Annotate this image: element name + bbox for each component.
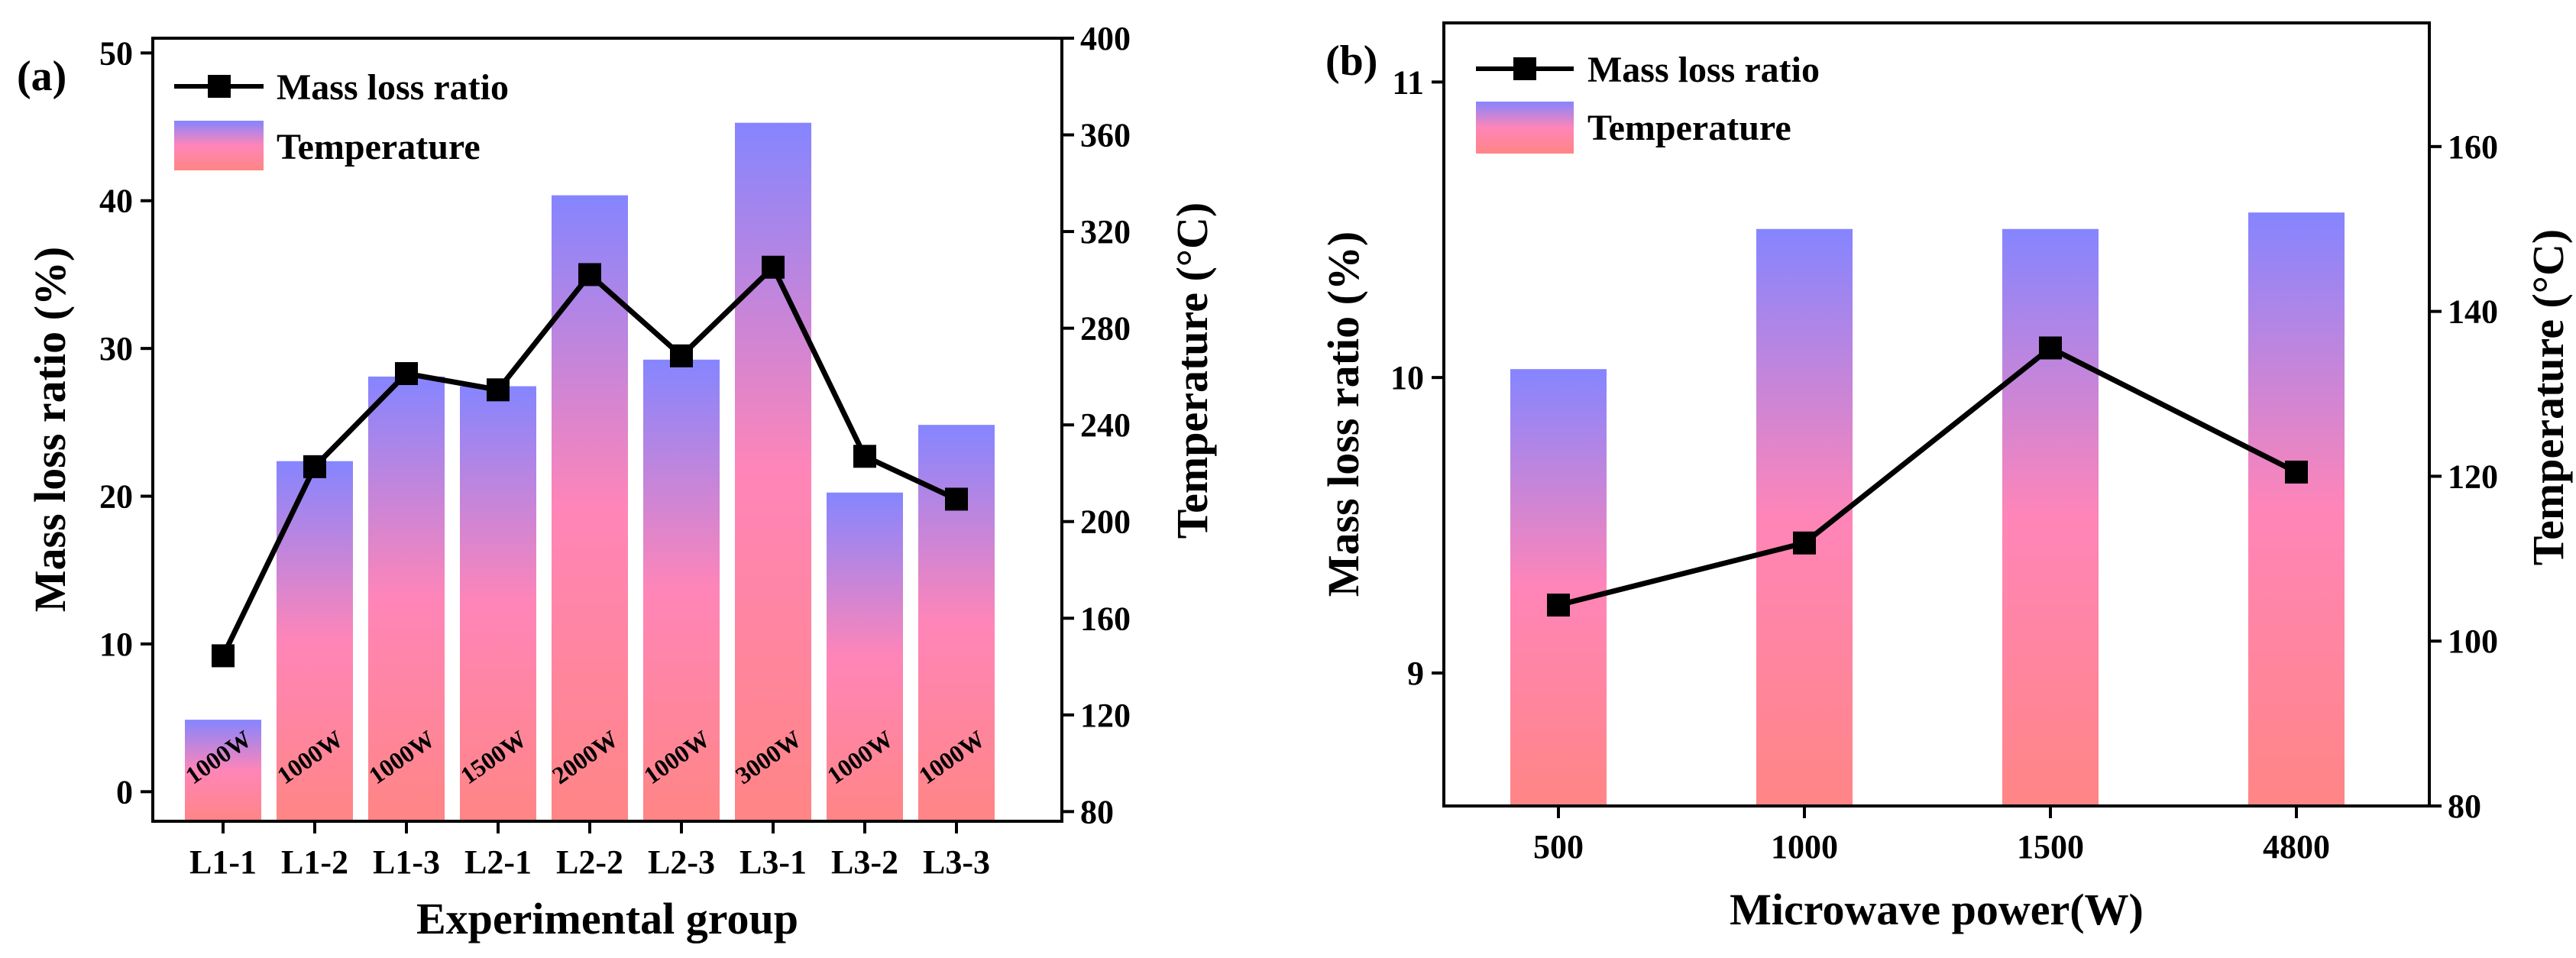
- panel-a-legend-marker: [208, 75, 231, 98]
- panel-b-legend: Mass loss ratio Temperature: [1476, 50, 1820, 154]
- x-tick-label: L3-1: [739, 843, 807, 881]
- right-tick-label: 120: [1080, 697, 1131, 734]
- panel-b-bars: [1510, 212, 2345, 807]
- panel-a-bars: [185, 122, 995, 822]
- panel-a-x-axis: L1-1 L1-2 L1-3 L2-1 L2-2 L2-3 L3-1 L3-2 L3-3: [189, 821, 990, 881]
- x-tick-label: L1-2: [281, 843, 348, 881]
- left-tick-label: 0: [116, 773, 133, 811]
- panel-a-label: (a): [17, 53, 66, 100]
- panel-a-right-axis-title: Temperature (°C): [1167, 202, 1217, 539]
- left-tick-label: 11: [1392, 63, 1424, 101]
- temperature-bar: [827, 492, 903, 821]
- x-tick-label: L1-1: [189, 843, 257, 881]
- panel-a-legend: Mass loss ratio Temperature: [174, 67, 509, 170]
- right-tick-label: 140: [2448, 293, 2498, 331]
- left-tick-label: 20: [99, 478, 133, 516]
- x-tick-label: L3-3: [923, 843, 990, 881]
- mass-loss-marker: [212, 644, 235, 668]
- temperature-bar: [552, 195, 628, 822]
- temperature-bar: [2248, 212, 2345, 806]
- mass-loss-line: [1558, 345, 2298, 608]
- x-tick-label: L1-3: [373, 843, 440, 881]
- x-tick-label: 500: [1533, 828, 1584, 866]
- temperature-bar: [2002, 228, 2099, 807]
- mass-loss-marker: [578, 263, 601, 286]
- panel-a-legend-bar-label: Temperature: [277, 127, 481, 167]
- panel-b-right-axis: 80 100 120 140 160: [2429, 128, 2498, 825]
- mass-loss-marker: [1793, 531, 1816, 555]
- right-tick-label: 80: [2448, 788, 2481, 825]
- mass-loss-marker: [2039, 336, 2062, 360]
- temperature-bar: [460, 386, 536, 821]
- temperature-bar: [368, 376, 445, 821]
- x-tick-label: L2-2: [556, 843, 623, 881]
- panel-a-x-axis-title: Experimental group: [416, 894, 798, 943]
- right-tick-label: 100: [2448, 623, 2498, 660]
- left-tick-label: 10: [1390, 359, 1424, 396]
- panel-b-label: (b): [1325, 37, 1377, 85]
- x-tick-label: 1500: [2017, 828, 2084, 866]
- panel-b-right-axis-title: Temperature (°C): [2523, 229, 2573, 565]
- panel-a-left-axis-title: Mass loss ratio (%): [25, 247, 75, 612]
- panel-a-left-axis: 0 10 20 30 40 50: [99, 34, 153, 811]
- panel-a-line-series: [212, 255, 968, 668]
- mass-loss-marker: [303, 455, 326, 478]
- right-tick-label: 160: [1080, 600, 1131, 637]
- panel-b-legend-marker: [1513, 57, 1536, 80]
- panel-b-x-axis-title: Microwave power(W): [1730, 885, 2144, 934]
- x-tick-label: 4800: [2263, 828, 2330, 866]
- right-tick-label: 200: [1080, 503, 1131, 541]
- mass-loss-marker: [1547, 593, 1570, 617]
- panel-b-plot-frame: [1442, 21, 2431, 808]
- panel-a: 1000W 1000W 1000W 1500W 2000W 1000W 3000W 1000W…: [17, 20, 1217, 943]
- right-tick-label: 80: [1080, 793, 1114, 830]
- panel-b-left-axis-title: Mass loss ratio (%): [1319, 231, 1368, 597]
- panel-b-legend-line-label: Mass loss ratio: [1587, 50, 1820, 90]
- panel-b-legend-bar-label: Temperature: [1587, 108, 1791, 148]
- panel-a-plot-frame: [151, 37, 1063, 823]
- mass-loss-marker: [670, 344, 693, 367]
- left-tick-label: 40: [99, 183, 133, 220]
- temperature-bar: [735, 122, 811, 821]
- temperature-bar: [185, 720, 261, 821]
- mass-loss-marker: [487, 378, 510, 402]
- panel-b-x-axis: 500 1000 1500 4800: [1533, 806, 2330, 866]
- left-tick-label: 30: [99, 330, 133, 367]
- right-tick-label: 240: [1080, 406, 1131, 444]
- mass-loss-marker: [395, 362, 418, 386]
- x-tick-label: L2-1: [464, 843, 532, 881]
- mass-loss-marker: [2285, 460, 2308, 484]
- right-tick-label: 400: [1080, 20, 1131, 57]
- mass-loss-marker: [762, 255, 785, 279]
- panel-a-legend-line-label: Mass loss ratio: [277, 67, 509, 108]
- mass-loss-marker: [853, 445, 876, 468]
- left-tick-label: 50: [99, 34, 133, 72]
- left-tick-label: 10: [99, 626, 133, 663]
- panel-b-legend-bar-swatch: [1476, 102, 1574, 154]
- right-tick-label: 120: [2448, 458, 2498, 495]
- panel-b-line-series: [1547, 336, 2308, 617]
- panel-b: 9 10 11 80 100 120 140 160 500 1000 1500 4800 (b)…: [1319, 21, 2573, 934]
- panel-a-legend-bar-swatch: [174, 121, 264, 170]
- right-tick-label: 360: [1080, 117, 1131, 154]
- x-tick-label: 1000: [1771, 828, 1838, 866]
- right-tick-label: 320: [1080, 213, 1131, 251]
- x-tick-label: L3-2: [831, 843, 898, 881]
- temperature-bar: [643, 359, 720, 821]
- temperature-bar: [1510, 369, 1607, 806]
- right-tick-label: 280: [1080, 310, 1131, 348]
- right-tick-label: 160: [2448, 128, 2498, 166]
- panel-a-right-axis: 80 120 160 200 240 280 320 360 400: [1062, 20, 1131, 830]
- mass-loss-marker: [945, 487, 968, 511]
- panel-b-left-axis: 9 10 11: [1390, 63, 1444, 692]
- left-tick-label: 9: [1407, 655, 1424, 692]
- x-tick-label: L2-3: [648, 843, 715, 881]
